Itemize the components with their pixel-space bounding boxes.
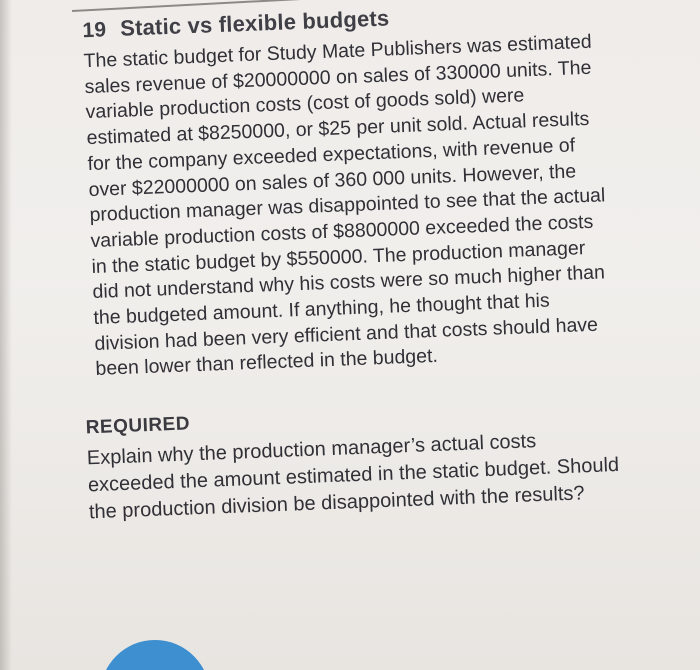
- question-block: 19 Static vs flexible budgets The static…: [62, 0, 696, 527]
- question-title: Static vs flexible budgets: [119, 5, 390, 41]
- question-body: The static budget for Study Mate Publish…: [83, 26, 690, 383]
- blue-page-tab: [100, 640, 210, 670]
- page-edge-shadow: [0, 0, 12, 670]
- question-number: 19: [82, 18, 107, 43]
- required-text: Explain why the production manager’s act…: [86, 422, 696, 526]
